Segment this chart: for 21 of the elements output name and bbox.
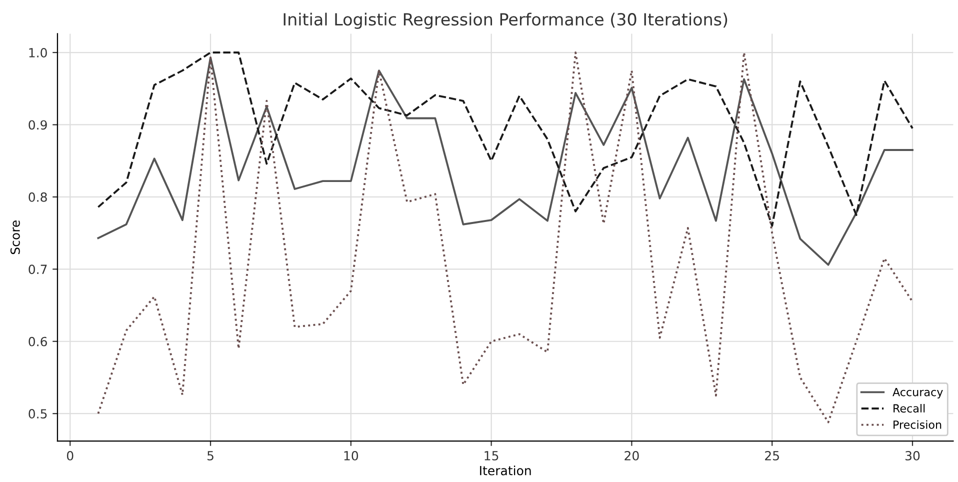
x-tick-label: 30	[905, 450, 920, 460]
x-tick-label: 15	[484, 451, 498, 460]
legend-label: Precision	[894, 420, 942, 429]
legend-label: Accuracy	[892, 388, 943, 398]
y-axis-title: Score	[10, 220, 20, 254]
y-tick-label: 1.0	[29, 48, 47, 58]
y-tick-label: 0.6	[28, 336, 47, 346]
x-tick-label: 0	[66, 450, 74, 460]
y-tick-label: 0.8	[28, 192, 47, 202]
y-tick-label: 0.9	[28, 120, 47, 130]
y-tick-label: 0.7	[28, 264, 47, 274]
x-tick-label: 10	[344, 450, 358, 460]
legend-label: Recall	[894, 404, 925, 413]
x-tick-label: 5	[208, 451, 214, 460]
x-tick-label: 25	[765, 450, 779, 460]
line-series	[97, 56, 914, 266]
x-axis-title: Iteration	[480, 466, 531, 476]
chart-title: Initial Logistic Regression Performance (30 Iterations)	[284, 12, 728, 29]
y-tick-label: 0.5	[28, 409, 47, 419]
line-series	[97, 52, 914, 227]
x-tick-label: 20	[624, 450, 639, 460]
